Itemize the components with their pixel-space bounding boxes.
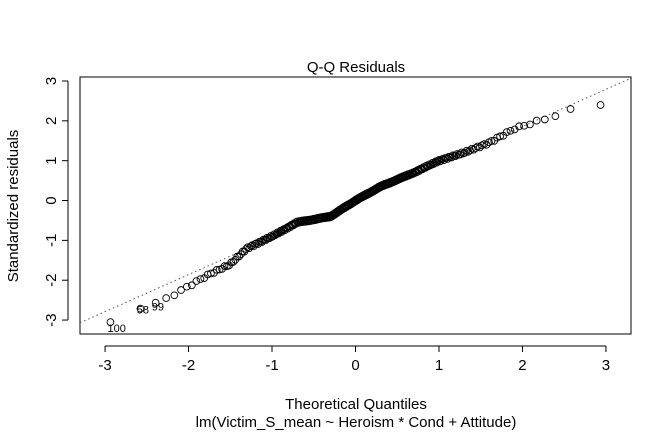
x-axis-label: Theoretical Quantiles [285,396,427,413]
data-point [354,194,362,203]
x-tick-label: 0 [351,357,359,374]
data-point [220,262,229,270]
x-tick-label: -1 [265,357,278,374]
y-tick-label: -1 [43,234,60,247]
data-point [177,286,185,294]
y-tick-label: 3 [43,77,60,85]
data-point [515,122,523,131]
data-point [462,146,471,155]
point-label-99: 99 [152,302,164,314]
data-point [374,182,383,191]
data-point [106,318,115,326]
data-point [461,148,469,157]
data-point [540,115,549,124]
x-axis: -3 -2 -1 0 1 2 3 [98,345,610,374]
point-label-58: 58 [137,304,149,316]
y-tick-label: 1 [43,157,60,165]
data-point [532,116,541,125]
y-tick-label: 0 [43,196,60,204]
data-point [254,240,262,248]
point-labels-group: 100 58 99 [108,302,164,336]
data-point [506,126,515,135]
data-points-group [106,101,605,326]
data-point [453,150,462,158]
data-point [243,243,252,252]
x-tick-label: 3 [602,357,610,374]
data-point [182,282,191,291]
data-point [566,105,575,113]
point-label-100: 100 [108,323,126,335]
data-point [151,298,160,307]
data-point [471,144,480,152]
data-point [456,150,465,159]
data-point [188,281,196,290]
data-point [596,101,605,109]
data-point [551,112,560,121]
data-point [136,304,145,313]
data-point [212,265,221,274]
x-tick-label: 1 [435,357,443,374]
data-point [229,258,238,266]
data-point [196,275,205,283]
data-point [434,157,442,165]
data-point [207,269,215,278]
data-point [192,277,201,285]
x-tick-label: -2 [182,357,195,374]
y-tick-label: -2 [43,274,60,287]
model-formula-subtitle: lm(Victim_S_mean ~ Heroism * Cond + Atti… [196,414,517,431]
data-point [162,294,171,302]
data-point [526,120,534,129]
data-point [356,193,364,201]
reference-line-group [79,77,632,324]
data-point [520,121,529,130]
data-point [235,252,243,261]
qq-reference-line [79,77,632,324]
x-tick-label: 2 [518,357,526,374]
data-point [443,155,452,163]
data-point [372,184,381,192]
y-axis-label: Standardized residuals [5,130,22,283]
data-point [170,291,179,300]
plot-frame [79,76,632,335]
data-point [502,128,511,136]
y-tick-label: 2 [43,117,60,125]
chart-title: Q-Q Residuals [307,59,405,76]
data-point [496,132,504,141]
data-point [249,242,258,250]
data-point [487,137,496,145]
y-axis: -3 -2 -1 0 1 2 3 [43,77,69,327]
y-tick-label: -3 [43,313,60,326]
x-tick-label: -3 [98,357,111,374]
data-point [482,140,491,149]
